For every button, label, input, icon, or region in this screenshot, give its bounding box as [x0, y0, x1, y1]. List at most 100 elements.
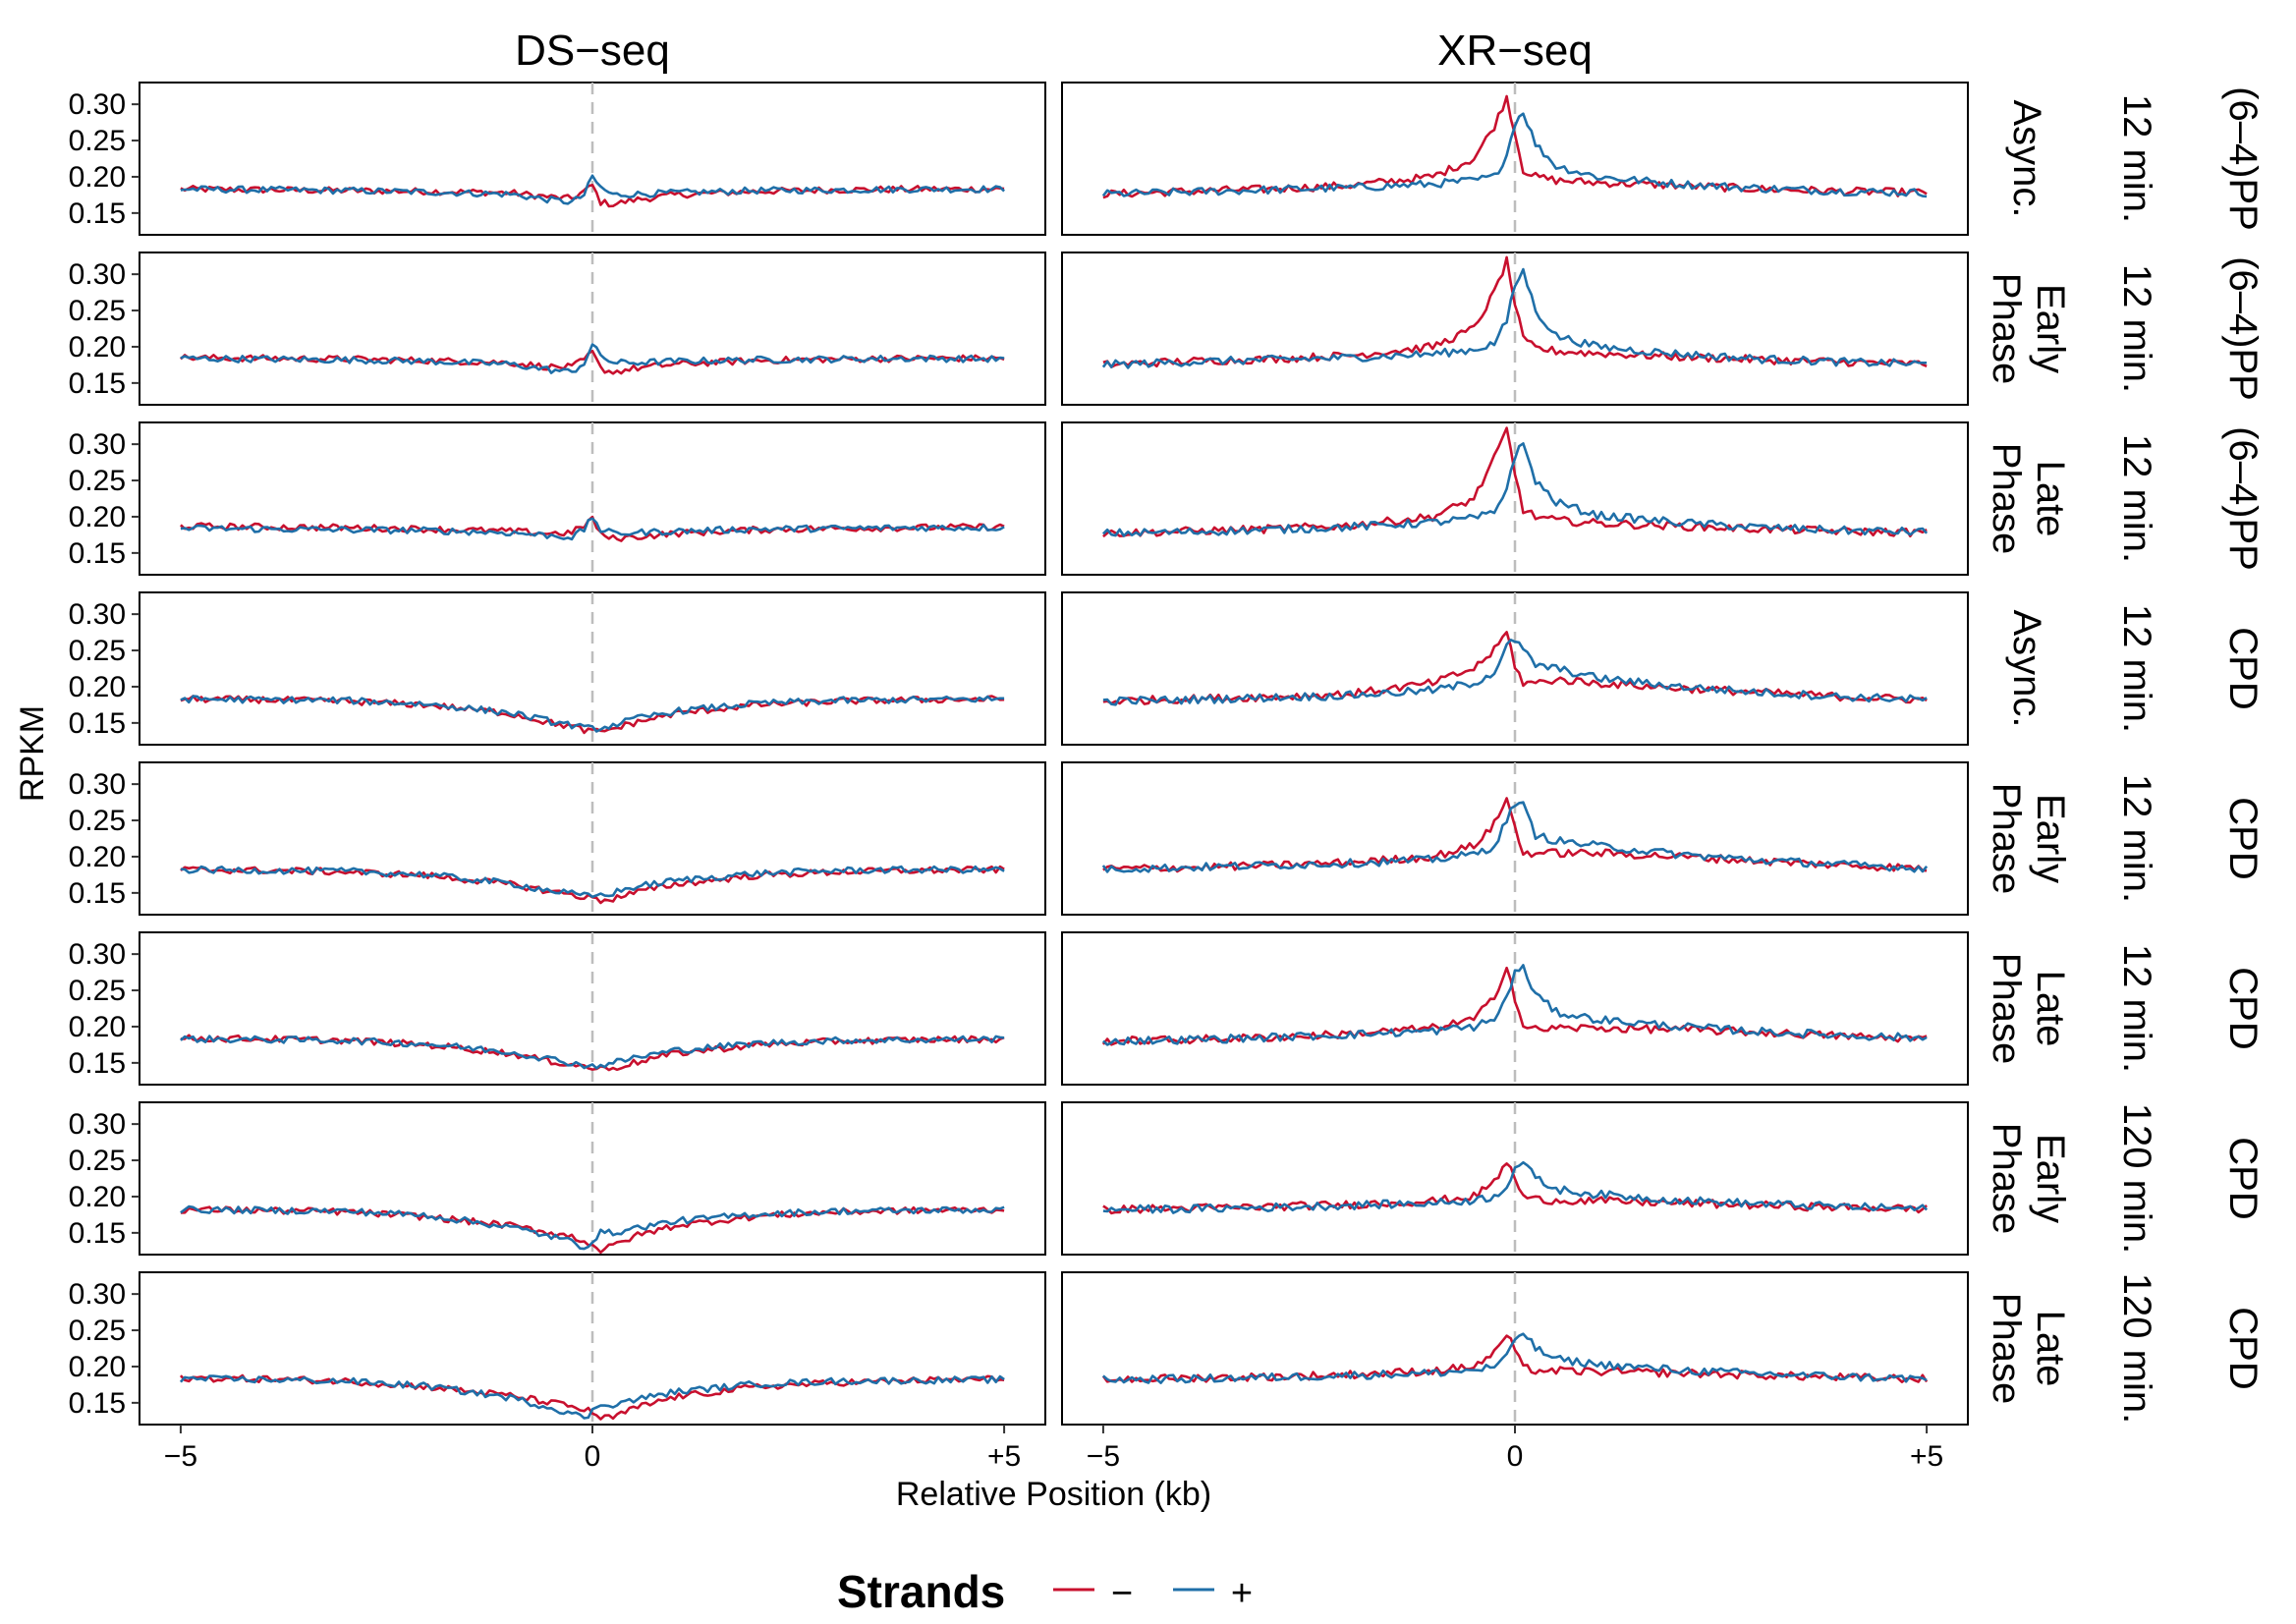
- y-axis-r7: 0.15 0.20 0.25 0.30: [69, 1278, 140, 1420]
- x-tick-label: +5: [987, 1440, 1021, 1473]
- y-tick-label: 0.15: [69, 197, 126, 230]
- phase-label-line2: Phase: [1985, 443, 2028, 554]
- row-strip-3: Async. 12 min. CPD: [2005, 604, 2265, 733]
- y-tick-label: 0.15: [69, 367, 126, 400]
- y-tick-label: 0.30: [69, 428, 126, 461]
- panel-r7-c0: [139, 1271, 1046, 1426]
- series-line-plus-strand: [1102, 639, 1928, 706]
- damage-label: CPD: [2221, 627, 2265, 709]
- series-line-minus-strand: [1102, 797, 1928, 873]
- phase-label-line2: Phase: [1985, 953, 2028, 1064]
- panel-r0-c1: [1061, 82, 1969, 236]
- y-tick-label: 0.20: [69, 331, 126, 364]
- y-tick-label: 0.25: [69, 295, 126, 327]
- time-label: 12 min.: [2115, 774, 2158, 903]
- y-tick-label: 0.25: [69, 465, 126, 497]
- phase-label-line2: Phase: [1985, 273, 2028, 384]
- y-tick-label: 0.30: [69, 258, 126, 291]
- panel-r6-c0: [139, 1101, 1046, 1256]
- y-tick-label: 0.25: [69, 1145, 126, 1177]
- y-axis-title: RPKM: [14, 705, 51, 802]
- damage-label: CPD: [2221, 1307, 2265, 1389]
- phase-label-line1: Late: [2029, 1311, 2072, 1387]
- series-line-plus-strand: [1101, 801, 1929, 873]
- column-title-0: DS−seq: [515, 27, 670, 75]
- damage-label: (6–4)PP: [2221, 426, 2265, 571]
- damage-label: CPD: [2221, 1137, 2265, 1219]
- phase-label-line1: Late: [2029, 971, 2072, 1047]
- series-line-plus-strand: [1102, 1332, 1928, 1384]
- y-tick-label: 0.15: [69, 1387, 126, 1420]
- panel-r7-c1: [1061, 1271, 1969, 1426]
- row-strip-0: Async. 12 min. (6–4)PP: [2005, 86, 2265, 231]
- x-tick-label: 0: [1507, 1440, 1524, 1473]
- panel-r4-c1: [1061, 761, 1969, 916]
- phase-label-line1: Early: [2029, 284, 2072, 373]
- time-label: 12 min.: [2115, 434, 2158, 563]
- y-tick-label: 0.25: [69, 635, 126, 667]
- series-line-plus-strand: [179, 1374, 1005, 1420]
- panel-r2-c0: [139, 421, 1046, 576]
- y-tick-label: 0.25: [69, 805, 126, 837]
- series-line-plus-strand: [180, 343, 1005, 374]
- series-line-plus-strand: [180, 865, 1005, 899]
- panel-r3-c0: [139, 591, 1046, 746]
- y-axis-r6: 0.15 0.20 0.25 0.30: [69, 1108, 140, 1250]
- time-label: 120 min.: [2115, 1103, 2158, 1254]
- y-tick-label: 0.20: [69, 1181, 126, 1213]
- phase-label-line2: Phase: [1985, 1123, 2028, 1234]
- series-line-plus-strand: [1101, 267, 1928, 369]
- y-tick-label: 0.15: [69, 877, 126, 910]
- damage-label: (6–4)PP: [2221, 86, 2265, 231]
- series-line-plus-strand: [180, 174, 1006, 205]
- legend-title: Strands: [837, 1566, 1005, 1617]
- x-axis: −5 0 +5 −5 0 +5: [164, 1425, 1943, 1473]
- y-axis-r2: 0.15 0.20 0.25 0.30: [69, 428, 140, 570]
- y-tick-label: 0.20: [69, 841, 126, 873]
- phase-label: Async.: [2005, 99, 2048, 217]
- panel-r0-c0: [139, 82, 1046, 236]
- panel-r4-c0: [139, 761, 1046, 916]
- y-tick-label: 0.20: [69, 161, 126, 194]
- y-tick-label: 0.25: [69, 125, 126, 157]
- panel-r3-c1: [1061, 591, 1969, 746]
- y-tick-label: 0.30: [69, 1278, 126, 1311]
- time-label: 12 min.: [2115, 944, 2158, 1073]
- panel-r2-c1: [1061, 421, 1969, 576]
- y-tick-label: 0.25: [69, 1315, 126, 1347]
- y-tick-label: 0.15: [69, 1217, 126, 1250]
- panel-r1-c1: [1061, 252, 1969, 406]
- phase-label-line1: Late: [2029, 461, 2072, 537]
- time-label: 12 min.: [2115, 604, 2158, 733]
- y-tick-label: 0.15: [69, 1047, 126, 1080]
- legend-label-1: +: [1231, 1573, 1253, 1614]
- y-tick-label: 0.15: [69, 707, 126, 740]
- y-tick-label: 0.30: [69, 768, 126, 801]
- y-tick-label: 0.30: [69, 88, 126, 121]
- y-axis-r1: 0.150.20 0.25 0.30: [69, 258, 140, 400]
- y-tick-label: 0.20: [69, 501, 126, 533]
- x-tick-label: +5: [1910, 1440, 1943, 1473]
- y-tick-label: 0.15: [69, 537, 126, 570]
- damage-label: (6–4)PP: [2221, 256, 2265, 401]
- series-line-plus-strand: [1102, 1160, 1929, 1214]
- panel-r6-c1: [1061, 1101, 1969, 1256]
- series-line-plus-strand: [1101, 112, 1928, 198]
- series-line-plus-strand: [180, 517, 1005, 541]
- time-label: 12 min.: [2115, 94, 2158, 223]
- series-line-plus-strand: [1101, 442, 1929, 537]
- series-line-minus-strand: [1102, 94, 1928, 199]
- phase-label: Async.: [2005, 609, 2048, 727]
- panel-r5-c0: [139, 931, 1046, 1086]
- phase-label-line2: Phase: [1985, 1293, 2028, 1404]
- y-tick-label: 0.20: [69, 1351, 126, 1383]
- series-line-plus-strand: [1102, 964, 1928, 1046]
- column-title-1: XR−seq: [1437, 27, 1593, 75]
